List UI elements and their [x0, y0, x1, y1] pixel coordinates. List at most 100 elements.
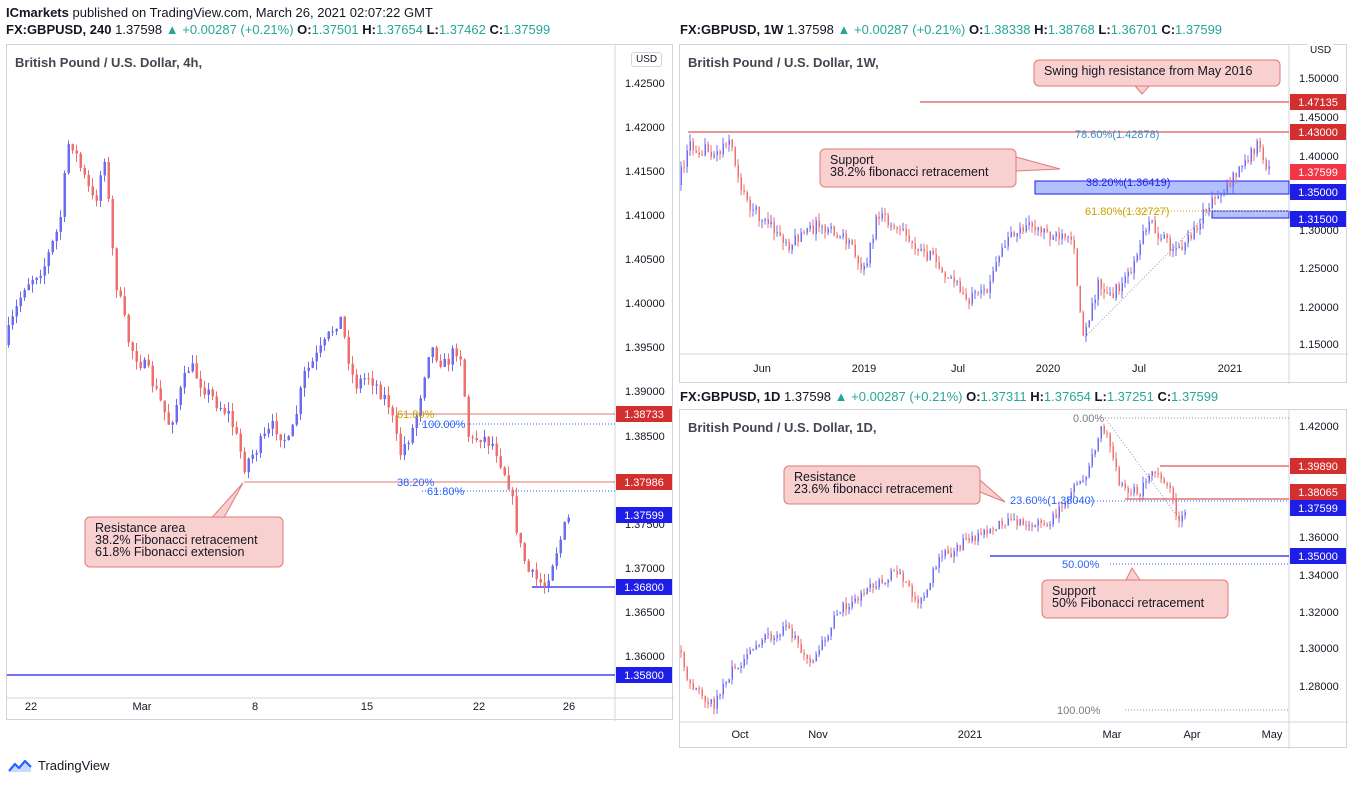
symbol-4h[interactable]: FX:GBPUSD, 240 — [6, 22, 112, 37]
candle-1w-candle — [917, 249, 919, 251]
candle-1d-candle — [1130, 492, 1132, 494]
candle-1w-candle — [1058, 232, 1060, 239]
candle-1w-candle — [920, 248, 922, 251]
candle-4h-candle — [83, 167, 86, 175]
chart-svg-4h[interactable]: 1.42500 1.42000 1.41500 1.41000 1.40500 1.400… — [7, 45, 674, 721]
axis-1d-y-tick: 1.34000 — [1299, 570, 1339, 582]
candle-4h-candle — [179, 387, 182, 406]
candle-1d-candle — [776, 635, 778, 638]
candle-1d-candle — [788, 625, 790, 629]
candle-1d-candle — [752, 649, 754, 651]
symbol-1d[interactable]: FX:GBPUSD, 1D — [680, 389, 781, 404]
candle-1d-candle — [998, 521, 1000, 529]
chart-svg-1d[interactable]: 1.420001.400001.360001.340001.320001.300… — [680, 410, 1348, 749]
candle-1d-candle — [881, 579, 883, 584]
candle-1d-candle — [773, 637, 775, 641]
candle-1w-candle — [1001, 247, 1003, 257]
candle-1w-candle — [788, 242, 790, 251]
candle-1w-candle — [1034, 226, 1036, 231]
candle-1d-candle — [1100, 426, 1102, 439]
candle-1d-candle — [890, 570, 892, 581]
candle-4h-candle — [547, 580, 550, 587]
candle-1w-candle — [1262, 147, 1264, 160]
candle-1w-candle — [806, 228, 808, 233]
candle-4h-candle — [411, 427, 414, 443]
candle-1d-candle — [1097, 438, 1099, 451]
candle-1d-candle — [1127, 488, 1129, 493]
candle-4h-candle — [139, 361, 142, 369]
candle-1d-candle — [866, 588, 868, 594]
chart-svg-1w[interactable]: 1.50000 1.45000 1.40000 1.30000 1.25000 1.200… — [680, 45, 1348, 384]
candle-1w-candle — [773, 222, 775, 234]
high-4h: 1.37654 — [375, 22, 423, 37]
axis-1d-y-tick: 1.28000 — [1299, 681, 1339, 693]
candle-1w-candle — [686, 150, 688, 167]
candle-1w-candle — [941, 268, 943, 273]
candle-4h-candle — [343, 316, 346, 337]
tradingview-footer[interactable]: TradingView — [8, 758, 110, 773]
candle-1d-candle — [839, 612, 841, 615]
candle-1d-candle — [1010, 518, 1012, 520]
chart-panel-1w[interactable]: 1.50000 1.45000 1.40000 1.30000 1.25000 1.200… — [679, 44, 1348, 384]
candle-4h-candle — [55, 231, 58, 241]
candle-1d-candle — [755, 645, 757, 650]
candle-1d-candle — [707, 702, 709, 704]
callout-resistance-area-line: Resistance area — [95, 521, 185, 535]
publisher-text: published on TradingView.com, March 26, … — [68, 5, 433, 20]
candle-1w-candle — [1145, 230, 1147, 232]
candle-1w-candle — [839, 236, 841, 238]
candle-1w-candle — [1037, 227, 1039, 231]
candle-1d-candle — [1019, 519, 1021, 525]
candle-1d-candle — [740, 665, 742, 668]
candle-1w-candle — [1244, 160, 1246, 167]
candle-1w-candle — [1208, 207, 1210, 212]
fib-label-1w: 61.80%(1.32727) — [1085, 206, 1169, 218]
candle-4h-candle — [495, 443, 498, 457]
candle-4h-candle — [7, 325, 10, 345]
low-1w: 1.36701 — [1110, 22, 1158, 37]
symbol-1w[interactable]: FX:GBPUSD, 1W — [680, 22, 784, 37]
candle-1w-candle — [1019, 227, 1021, 234]
candle-1w-candle — [1217, 196, 1219, 199]
candle-4h-candle — [131, 342, 134, 351]
candle-1w-candle — [830, 226, 832, 229]
candle-1w-candle — [1187, 234, 1189, 243]
candle-1w-candle — [989, 281, 991, 293]
high-1w: 1.38768 — [1047, 22, 1095, 37]
axis-4h-y-tick: 1.37000 — [625, 563, 665, 575]
axis-1w-x-tick: 2019 — [852, 363, 876, 375]
candle-1d-candle — [1091, 454, 1093, 466]
callout-support-1d-box — [1041, 579, 1229, 619]
candle-1w-candle — [1142, 230, 1144, 245]
price-label-1d-price-tag — [1290, 500, 1346, 516]
axis-1w-x-tick: Jul — [951, 363, 965, 375]
candle-1w-candle — [800, 232, 802, 242]
candle-1w-candle — [782, 235, 784, 243]
candle-1d-candle — [1061, 506, 1063, 508]
candle-1w-candle — [767, 219, 769, 225]
candle-1d-candle — [905, 581, 907, 583]
candle-1w-candle — [896, 227, 898, 230]
candle-1w-candle — [1226, 183, 1228, 193]
candle-4h-candle — [355, 374, 358, 389]
publisher-brand[interactable]: ICmarkets — [6, 5, 69, 20]
candle-1w-candle — [1028, 222, 1030, 226]
candle-1w-candle — [845, 233, 847, 244]
chart-panel-1d[interactable]: 1.420001.400001.360001.340001.320001.300… — [679, 409, 1348, 749]
candle-1w-candle — [1106, 292, 1108, 294]
candle-1d-candle — [893, 570, 895, 572]
candle-1d-candle — [1079, 481, 1081, 484]
axis-1w-x-tick: Jul — [1132, 363, 1146, 375]
candle-1w-candle — [848, 240, 850, 244]
callout-support-1w-box — [819, 148, 1017, 188]
chart-panel-4h[interactable]: 1.42500 1.42000 1.41500 1.41000 1.40500 1.400… — [6, 44, 674, 721]
candle-1w-candle — [1190, 234, 1192, 239]
candle-1w-candle — [899, 229, 901, 231]
candle-4h-candle — [71, 144, 74, 151]
candle-4h-candle — [339, 316, 342, 329]
candle-4h-candle — [423, 377, 426, 399]
candle-1w-candle — [1067, 236, 1069, 238]
candle-1w-candle — [1121, 282, 1123, 292]
candle-1w-candle — [1175, 248, 1177, 250]
candle-4h-candle — [219, 407, 222, 409]
